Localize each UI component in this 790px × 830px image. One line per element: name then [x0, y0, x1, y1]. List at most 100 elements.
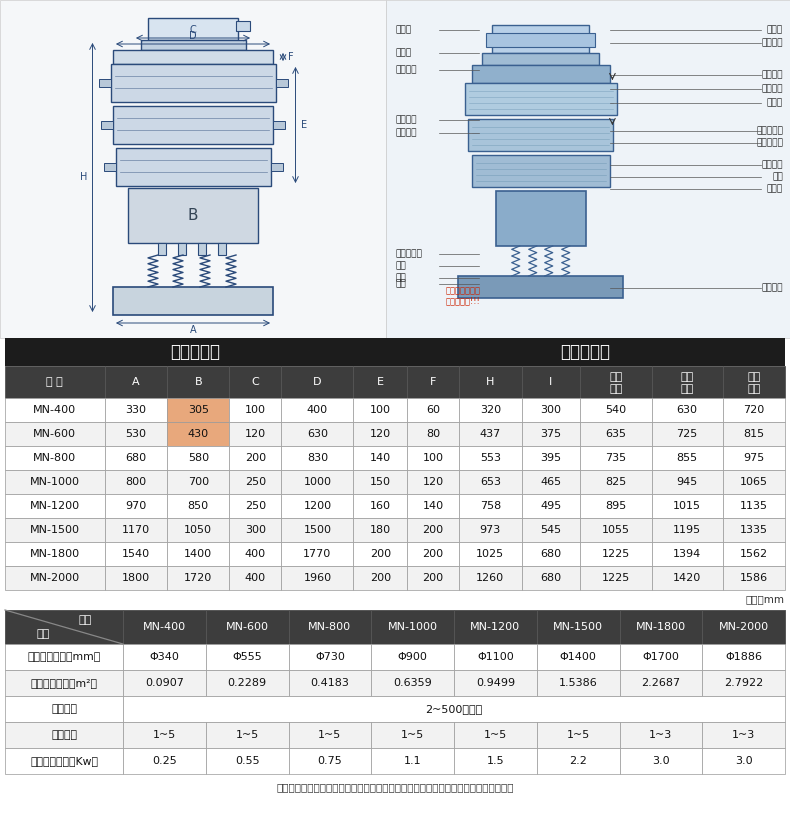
Text: 400: 400 [307, 405, 328, 415]
Text: 0.2289: 0.2289 [228, 678, 267, 688]
Text: 1960: 1960 [303, 573, 332, 583]
Bar [104, 518, 167, 542]
Bar [353, 366, 407, 398]
Text: 下部重锤: 下部重锤 [762, 284, 783, 292]
Text: 高度: 高度 [609, 384, 623, 394]
Bar [581, 542, 652, 566]
Text: Φ1700: Φ1700 [642, 652, 679, 662]
Bar [5, 470, 104, 494]
Bar [581, 470, 652, 494]
Bar [652, 366, 723, 398]
Text: 额外重锤板: 额外重锤板 [756, 139, 783, 148]
Text: 3.0: 3.0 [735, 756, 752, 766]
Text: 注：由于设备型号不同，成品尺寸会有些许差异，表中数据仅供参考，需以实物为准。: 注：由于设备型号不同，成品尺寸会有些许差异，表中数据仅供参考，需以实物为准。 [276, 782, 514, 792]
Text: 120: 120 [423, 477, 444, 487]
Bar [229, 422, 281, 446]
Bar [178, 243, 186, 255]
Bar [407, 494, 459, 518]
Bar [723, 366, 785, 398]
Text: 1225: 1225 [602, 573, 630, 583]
Text: 0.75: 0.75 [318, 756, 342, 766]
Text: 1335: 1335 [739, 525, 768, 535]
Text: 970: 970 [126, 501, 146, 511]
Bar [407, 470, 459, 494]
Bar [723, 446, 785, 470]
Text: 1~5: 1~5 [235, 730, 259, 740]
Text: F: F [288, 52, 294, 62]
Text: 400: 400 [245, 573, 266, 583]
Bar [407, 518, 459, 542]
Text: E: E [302, 120, 307, 130]
Text: 680: 680 [540, 573, 562, 583]
Bar [104, 422, 167, 446]
Bar [536, 722, 619, 748]
Bar [167, 470, 229, 494]
Bar [288, 610, 371, 644]
Text: 有效筛分直径（mm）: 有效筛分直径（mm） [28, 652, 100, 662]
Bar [371, 670, 454, 696]
Bar [386, 0, 790, 338]
Bar [5, 366, 104, 398]
Text: 筛网法兰: 筛网法兰 [762, 85, 783, 94]
Text: Φ900: Φ900 [397, 652, 427, 662]
Bar [458, 276, 623, 298]
Text: 200: 200 [423, 573, 444, 583]
Bar [487, 33, 595, 47]
Bar [371, 722, 454, 748]
Bar [205, 644, 288, 670]
Bar [353, 566, 407, 590]
Text: 855: 855 [676, 453, 698, 463]
Bar [581, 566, 652, 590]
Bar [167, 366, 229, 398]
Bar [229, 494, 281, 518]
Bar [5, 670, 123, 696]
Bar [5, 722, 123, 748]
Text: Φ1100: Φ1100 [477, 652, 514, 662]
Text: MN-800: MN-800 [308, 622, 352, 632]
Text: 1195: 1195 [673, 525, 702, 535]
Bar [353, 470, 407, 494]
Bar [229, 542, 281, 566]
Bar [167, 518, 229, 542]
Bar [454, 644, 536, 670]
Bar [123, 696, 785, 722]
Bar [99, 79, 111, 87]
Text: D: D [313, 377, 322, 387]
Bar [465, 83, 616, 115]
Text: F: F [430, 377, 436, 387]
Bar [459, 366, 521, 398]
Text: H: H [486, 377, 495, 387]
Text: 180: 180 [370, 525, 391, 535]
Bar [496, 191, 585, 246]
Bar [371, 644, 454, 670]
Text: 辅助筛网: 辅助筛网 [762, 71, 783, 80]
Bar [723, 470, 785, 494]
Text: 上部重锤: 上部重锤 [762, 160, 783, 169]
Bar [104, 446, 167, 470]
Bar [581, 446, 652, 470]
Text: 140: 140 [370, 453, 391, 463]
Bar [205, 610, 288, 644]
Bar [229, 446, 281, 470]
Bar [454, 722, 536, 748]
Bar [123, 670, 205, 696]
Bar [371, 610, 454, 644]
Text: B: B [194, 377, 202, 387]
Bar [281, 398, 353, 422]
Text: 305: 305 [188, 405, 209, 415]
Bar [459, 542, 521, 566]
Bar [619, 610, 702, 644]
Text: I: I [549, 377, 553, 387]
Bar [198, 243, 206, 255]
Text: 895: 895 [605, 501, 626, 511]
Bar [459, 422, 521, 446]
Bar [0, 0, 790, 338]
Bar [167, 566, 229, 590]
Bar [492, 25, 589, 53]
Bar [288, 748, 371, 774]
Text: 1015: 1015 [673, 501, 701, 511]
Bar [407, 566, 459, 590]
Text: 320: 320 [480, 405, 501, 415]
Bar [229, 566, 281, 590]
Bar [702, 722, 785, 748]
